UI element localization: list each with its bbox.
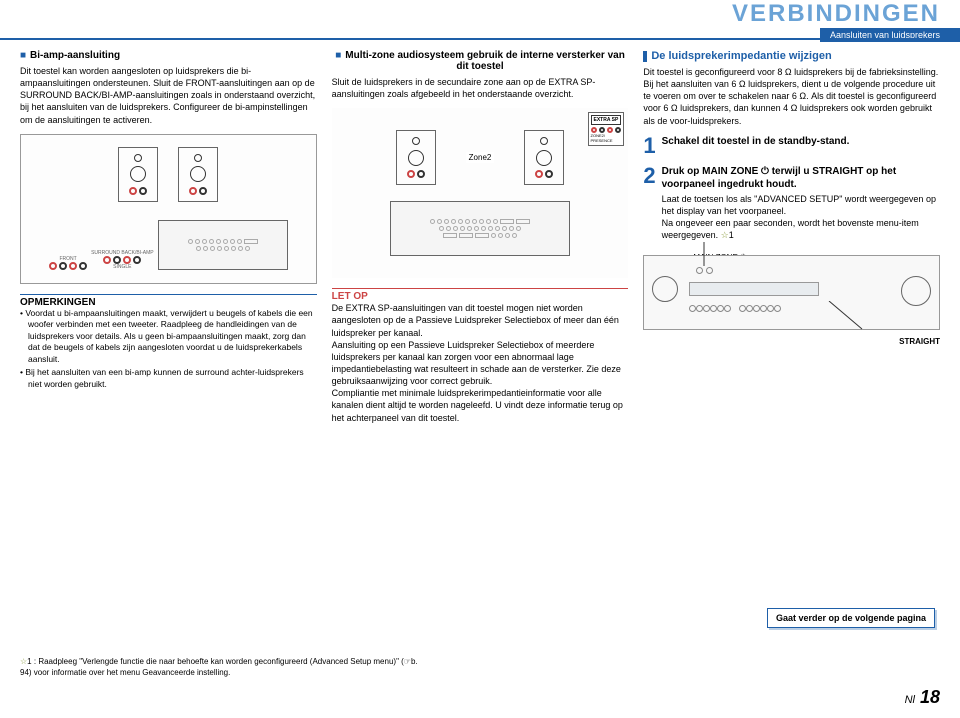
footnote-text: Raadpleeg "Verlengde functie die naar be… bbox=[20, 657, 418, 676]
step-1-number: 1 bbox=[643, 135, 655, 157]
biamp-body: Dit toestel kan worden aangesloten op lu… bbox=[20, 65, 317, 126]
opmerkingen-box: OPMERKINGEN Voordat u bi-ampaansluitinge… bbox=[20, 294, 317, 390]
header-rule bbox=[0, 38, 960, 40]
continue-next-page: Gaat verder op de volgende pagina bbox=[767, 608, 935, 628]
zone2-label: Zone2 bbox=[466, 152, 495, 163]
step-1-text: Schakel dit toestel in de standby-stand. bbox=[662, 135, 850, 157]
multizone-body: Sluit de luidsprekers in de secundaire z… bbox=[332, 76, 629, 100]
pointer-line-icon bbox=[824, 301, 864, 331]
header-title: VERBINDINGEN bbox=[732, 0, 960, 28]
extra-sp-label: EXTRA SP bbox=[591, 115, 622, 125]
front-panel-diagram bbox=[643, 255, 940, 330]
page-content: ■ Bi-amp-aansluiting Dit toestel kan word… bbox=[0, 0, 960, 442]
biamp-heading-text: Bi-amp-aansluiting bbox=[30, 50, 120, 61]
square-bullet-icon: ■ bbox=[335, 50, 341, 61]
straight-pointer-label: STRAIGHT bbox=[899, 337, 940, 346]
column-impedance: De luidsprekerimpedantie wijzigen Dit to… bbox=[643, 50, 940, 432]
opmerkingen-title: OPMERKINGEN bbox=[20, 294, 317, 308]
square-bullet-icon: ■ bbox=[20, 50, 26, 61]
pointer-line-icon bbox=[699, 242, 709, 268]
footnote: ☆1 : Raadpleeg "Verlengde functie die na… bbox=[20, 657, 420, 678]
speaker-right-icon bbox=[178, 147, 218, 202]
step-1: 1 Schakel dit toestel in de standby-stan… bbox=[643, 135, 940, 157]
column-multizone: ■ Multi-zone audiosysteem gebruik de inte… bbox=[332, 50, 629, 432]
letop-body: De EXTRA SP-aansluitingen van dit toeste… bbox=[332, 302, 629, 423]
step-2-heading: Druk op MAIN ZONE ⏻ terwijl u STRAIGHT o… bbox=[662, 165, 940, 191]
letop-title: LET OP bbox=[332, 291, 629, 302]
multizone-heading: ■ Multi-zone audiosysteem gebruik de inte… bbox=[332, 50, 629, 72]
step-2: 2 Druk op MAIN ZONE ⏻ terwijl u STRAIGHT… bbox=[643, 165, 940, 242]
blue-bar-icon bbox=[643, 51, 647, 62]
impedance-heading: De luidsprekerimpedantie wijzigen bbox=[643, 50, 940, 62]
step-2-body: Laat de toetsen los als "ADVANCED SETUP"… bbox=[662, 193, 940, 242]
multizone-diagram: EXTRA SP ZONE2/ PRESENCE Zone2 bbox=[332, 108, 629, 278]
letop-box: LET OP De EXTRA SP-aansluitingen van dit… bbox=[332, 288, 629, 423]
zone-speaker-left-icon bbox=[396, 130, 436, 185]
panel-button-icon bbox=[696, 267, 703, 274]
impedance-body: Dit toestel is geconfigureerd voor 8 Ω l… bbox=[643, 66, 940, 127]
footnote-marker: 1 : bbox=[27, 657, 36, 666]
opm-item-1: Voordat u bi-ampaansluitingen maakt, ver… bbox=[28, 308, 317, 365]
single-label: SINGLE bbox=[113, 264, 131, 270]
opm-item-2: Bij het aansluiten van een bi-amp kunnen… bbox=[28, 367, 317, 390]
biamp-heading: ■ Bi-amp-aansluiting bbox=[20, 50, 317, 61]
column-biamp: ■ Bi-amp-aansluiting Dit toestel kan word… bbox=[20, 50, 317, 432]
step-2-number: 2 bbox=[643, 165, 655, 242]
amplifier-rear-icon bbox=[158, 220, 288, 270]
amplifier-rear-full-icon bbox=[390, 201, 570, 256]
panel-display-icon bbox=[689, 282, 819, 296]
zone2-presence-label: ZONE2/ PRESENCE bbox=[591, 133, 622, 143]
zone-speaker-right-icon bbox=[524, 130, 564, 185]
power-knob-icon bbox=[652, 276, 678, 302]
multizone-heading-text: Multi-zone audiosysteem gebruik de inter… bbox=[345, 50, 625, 72]
impedance-heading-text: De luidsprekerimpedantie wijzigen bbox=[651, 50, 831, 62]
biamp-diagram: FRONT SURROUND BACK/BI-AMP SINGLE bbox=[20, 134, 317, 284]
page-number: Nl 18 bbox=[905, 687, 940, 708]
volume-knob-icon bbox=[901, 276, 931, 306]
extra-sp-terminal-icon: EXTRA SP ZONE2/ PRESENCE bbox=[588, 112, 625, 146]
speaker-left-icon bbox=[118, 147, 158, 202]
panel-button-icon bbox=[706, 267, 713, 274]
page-header: VERBINDINGEN Aansluiten van luidsprekers bbox=[732, 0, 960, 42]
